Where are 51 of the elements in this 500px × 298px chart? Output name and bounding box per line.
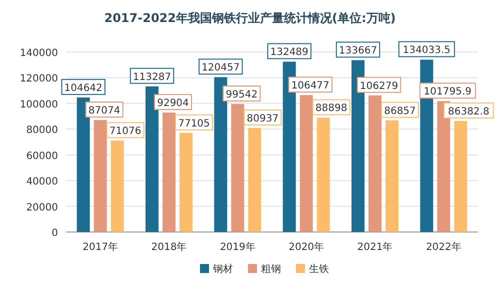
data-label: 104642	[64, 82, 102, 94]
y-tick-label: 120000	[20, 74, 58, 85]
data-label: 132489	[270, 47, 308, 58]
y-tick-label: 140000	[20, 48, 58, 59]
legend-label: 钢材	[212, 263, 233, 275]
data-label: 133667	[338, 46, 378, 57]
bar	[386, 120, 398, 232]
data-label: 86382.8	[448, 106, 490, 118]
bar	[300, 95, 313, 232]
data-label: 99542	[226, 90, 258, 101]
legend-label: 粗钢	[261, 264, 281, 275]
bar	[368, 95, 382, 232]
data-label: 120457	[202, 62, 240, 74]
data-label: 71076	[109, 126, 142, 138]
y-tick-label: 80000	[26, 125, 58, 136]
y-tick-label: 60000	[26, 150, 58, 162]
data-label: 106279	[360, 80, 398, 92]
bar	[454, 120, 468, 232]
y-tick-label: 0	[52, 228, 58, 239]
bar	[437, 101, 450, 232]
x-tick-label: 2021年	[357, 241, 393, 253]
bar	[231, 104, 244, 232]
bar	[248, 128, 262, 232]
x-tick-label: 2022年	[426, 241, 462, 253]
bar	[146, 86, 158, 232]
data-label: 86857	[384, 106, 416, 117]
y-tick-label: 100000	[20, 99, 58, 110]
bar	[180, 132, 192, 232]
bar	[110, 140, 124, 232]
bar	[76, 97, 90, 232]
y-tick-label: 20000	[26, 202, 58, 214]
data-label: 88898	[315, 103, 348, 114]
data-label: 113287	[132, 72, 172, 83]
data-label: 134033.5	[402, 45, 451, 56]
bar	[316, 118, 330, 232]
x-tick-label: 2017年	[82, 241, 118, 253]
data-label: 80937	[246, 113, 279, 124]
x-tick-label: 2018年	[151, 241, 187, 253]
data-label: 106477	[291, 80, 330, 92]
x-tick-label: 2019年	[220, 241, 256, 253]
data-label: 77105	[178, 118, 210, 130]
legend-label: 生铁	[309, 263, 329, 275]
x-tick-label: 2020年	[288, 241, 324, 253]
data-label: 92904	[157, 98, 189, 110]
data-label: 101795.9	[424, 86, 472, 98]
y-tick-label: 40000	[26, 176, 58, 188]
data-label: 87074	[88, 106, 120, 117]
bar	[162, 112, 176, 232]
bar	[94, 120, 107, 232]
chart-title: 2017-2022年我国钢铁行业产量统计情况(单位:万吨)	[104, 11, 396, 25]
bar	[214, 77, 228, 232]
